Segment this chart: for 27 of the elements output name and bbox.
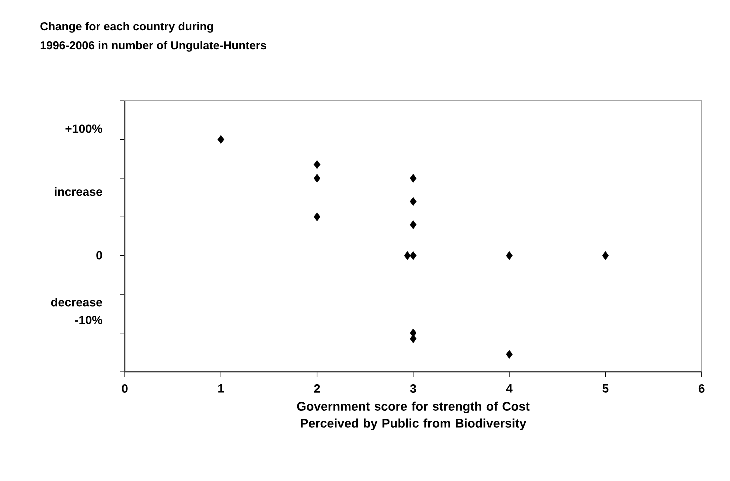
point [410,197,417,206]
x-tick-label: 5 [602,384,609,393]
point [404,251,412,260]
text: +100% [66,124,102,134]
point [314,174,321,183]
point [410,220,417,230]
text: -10% [75,316,102,324]
x-tick-label: 0 [122,384,128,393]
text: 0 [96,251,102,260]
text: decrease [51,298,102,307]
point [410,174,417,183]
x-tick-label: 2 [314,384,320,393]
x-tick-label: 3 [410,384,416,393]
chart-title: Change for each country during [40,22,214,33]
point [506,251,513,260]
x-tick-label: 6 [698,384,705,393]
chart-subtitle: 1996-2006 in number of Ungulate-Hunters [40,41,266,52]
x-axis-title: Government score for strength of Cost Perceived by Public from Biodiversity [297,402,530,430]
point [314,212,321,222]
point [314,160,321,170]
point [218,135,224,144]
text: increase [55,187,102,196]
x-tick-label: 1 [218,384,224,393]
point [602,251,610,260]
point [410,251,417,260]
x-tick-label: 4 [506,384,513,393]
point [506,350,513,359]
